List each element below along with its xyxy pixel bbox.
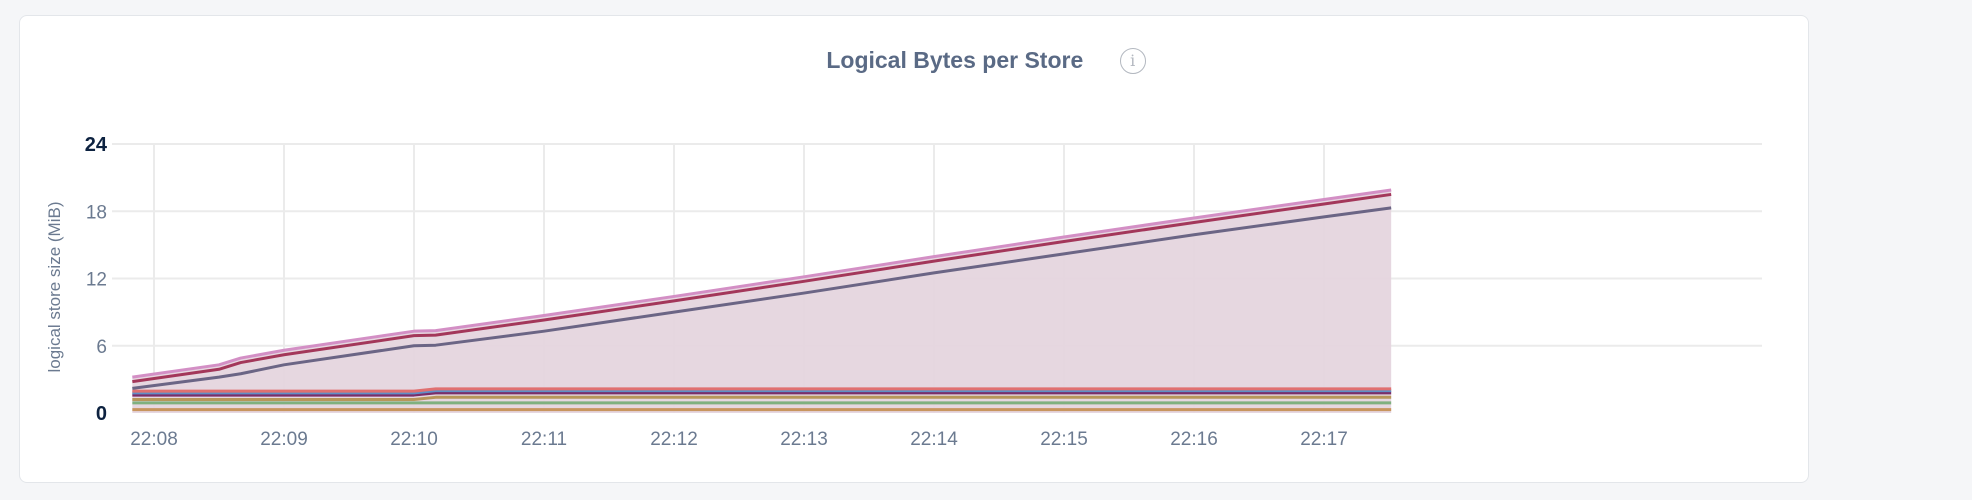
- x-tick-label: 22:09: [260, 429, 308, 450]
- x-tick-label: 22:13: [780, 429, 828, 450]
- x-tick-label: 22:10: [390, 429, 438, 450]
- y-tick-label: 0: [96, 403, 107, 425]
- x-tick-label: 22:16: [1170, 429, 1218, 450]
- series-line-7: [132, 206, 1392, 390]
- x-tick-label: 22:08: [130, 429, 178, 450]
- series-line-4: [132, 391, 1392, 397]
- y-tick-label: 24: [85, 134, 108, 156]
- y-axis-title: logical store size (MiB): [45, 202, 64, 373]
- y-tick-label: 6: [96, 337, 107, 358]
- info-circle-icon[interactable]: i: [1119, 47, 1146, 74]
- series-line-9: [132, 188, 1392, 379]
- series-line-8: [132, 192, 1392, 384]
- y-tick-label: 12: [86, 270, 107, 291]
- chart-title: Logical Bytes per Store: [826, 47, 1084, 74]
- series-line-5: [132, 389, 1392, 395]
- y-tick-label: 18: [86, 202, 107, 223]
- stacked-area-fill: [132, 189, 1392, 413]
- series-line-6: [132, 387, 1392, 393]
- x-tick-label: 22:11: [521, 429, 567, 450]
- x-tick-label: 22:15: [1040, 429, 1088, 450]
- x-tick-label: 22:14: [910, 429, 958, 450]
- x-tick-label: 22:17: [1300, 429, 1348, 450]
- x-tick-label: 22:12: [650, 429, 698, 450]
- series-line-3: [132, 395, 1392, 402]
- chart-title-row: Logical Bytes per Store i: [0, 46, 1972, 74]
